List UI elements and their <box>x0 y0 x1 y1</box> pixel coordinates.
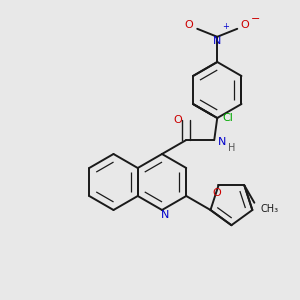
Text: O: O <box>212 188 221 198</box>
Text: O: O <box>241 20 250 30</box>
Text: O: O <box>174 115 183 125</box>
Text: N: N <box>213 36 221 46</box>
Text: O: O <box>185 20 194 30</box>
Text: N: N <box>218 137 226 147</box>
Text: +: + <box>222 22 229 31</box>
Text: CH₃: CH₃ <box>260 204 278 214</box>
Text: H: H <box>228 143 235 153</box>
Text: −: − <box>250 14 260 24</box>
Text: N: N <box>161 210 169 220</box>
Text: Cl: Cl <box>222 113 233 123</box>
